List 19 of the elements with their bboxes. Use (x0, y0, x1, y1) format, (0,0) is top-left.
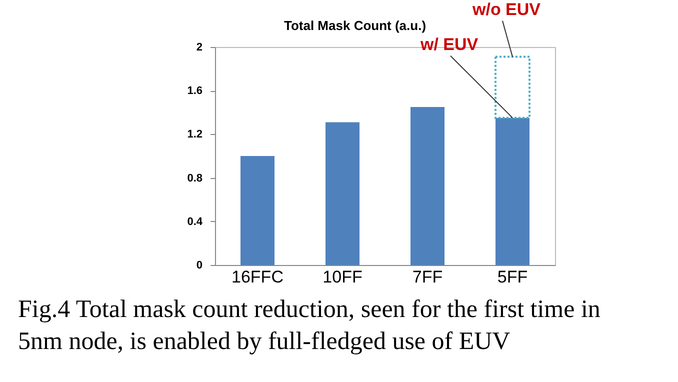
bar (494, 56, 530, 119)
x-tick-label: 5FF (497, 268, 528, 286)
x-tick-label: 7FF (412, 268, 443, 286)
bar (326, 122, 360, 265)
y-tick-label: 0 (196, 260, 202, 272)
y-tick-label: 2 (196, 42, 202, 54)
annotation: w/ EUV (420, 34, 479, 54)
bar (240, 156, 274, 265)
annotation: w/o EUV (472, 0, 542, 19)
bar (410, 106, 444, 265)
caption: Fig.4 Total mask count reduction, seen for the first time in 5nm node, is enabled by full-fledged use of EUV (18, 296, 601, 355)
y-tick-label: 1.2 (187, 128, 202, 141)
bar (496, 118, 530, 265)
y-tick-label: 1.6 (187, 85, 202, 98)
y-tick-label: 0.8 (187, 172, 202, 184)
x-tick-label: 16FFC (232, 268, 284, 286)
y-tick-label: 0.4 (187, 216, 204, 228)
x-tick-label: 10FF (322, 268, 362, 286)
chart-title: Total Mask Count (a.u.) (284, 18, 426, 33)
